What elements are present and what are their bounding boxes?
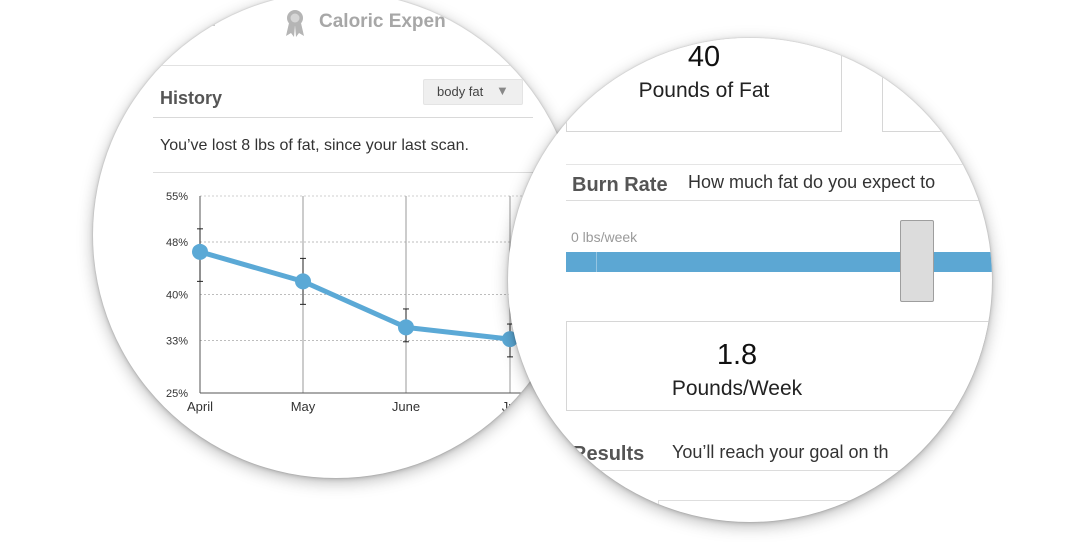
x-tick-label: May	[291, 399, 316, 414]
y-tick-label: 33%	[166, 335, 188, 347]
tab-divider	[93, 65, 579, 66]
history-summary: You’ve lost 8 lbs of fat, since your las…	[160, 137, 469, 154]
burn-rate-heading: Burn Rate	[572, 174, 668, 196]
fat-goal-label: Pounds of Fat	[638, 79, 770, 102]
y-tick-label: 25%	[166, 388, 188, 400]
results-text: You’ll reach your goal on th	[672, 442, 889, 462]
burn-rate-slider-handle[interactable]	[900, 220, 934, 302]
data-point	[295, 273, 311, 290]
x-tick-label: June	[392, 399, 420, 414]
x-tick-label: Jul	[502, 399, 519, 414]
y-tick-label: 40%	[166, 290, 188, 302]
fat-goal-card: 40 Pounds of Fat	[566, 38, 842, 132]
x-tick-label: April	[187, 399, 213, 414]
y-tick-label: 55%	[166, 191, 188, 203]
history-divider	[153, 117, 533, 118]
burn-rate-unit: Pounds/Week	[671, 377, 803, 400]
results-heading: Results	[572, 443, 645, 465]
adjacent-card	[882, 38, 992, 132]
burn-rate-question: How much fat do you expect to	[688, 172, 936, 192]
dropdown-value: body fat	[437, 84, 484, 99]
tab-partial-label[interactable]: r	[211, 10, 219, 31]
burn-rate-top-divider	[566, 164, 992, 165]
data-point	[192, 243, 208, 260]
slider-min-label: 0 lbs/week	[571, 229, 638, 245]
y-tick-label: 48%	[166, 237, 188, 249]
history-heading: History	[160, 88, 223, 108]
burn-rate-value: 1.8	[716, 339, 758, 371]
tab-caloric-expenditure[interactable]: Caloric Expen	[319, 11, 446, 32]
series-line	[197, 249, 513, 342]
history-chart: 55% 48% 40% 33% 25%April May June Jul	[166, 191, 523, 414]
results-box	[658, 500, 958, 522]
burn-rate-slider-track[interactable]	[566, 252, 992, 272]
goal-lens: 40 Pounds of Fat Burn Rate How much fat …	[508, 38, 992, 522]
results-divider	[566, 470, 992, 471]
award-ribbon-icon	[286, 10, 304, 37]
triangle-down-icon: ▼	[496, 83, 509, 98]
burn-rate-divider	[566, 200, 992, 201]
data-point	[398, 319, 414, 336]
fat-goal-value: 40	[687, 41, 721, 73]
metric-dropdown[interactable]: body fat ▼	[423, 79, 523, 105]
chart-top-divider	[153, 172, 533, 173]
slider-track-tick	[596, 252, 597, 272]
burn-rate-card: 1.8 Pounds/Week	[566, 321, 992, 411]
history-lens: r Caloric Expen History body fat ▼ You’v…	[93, 0, 579, 478]
